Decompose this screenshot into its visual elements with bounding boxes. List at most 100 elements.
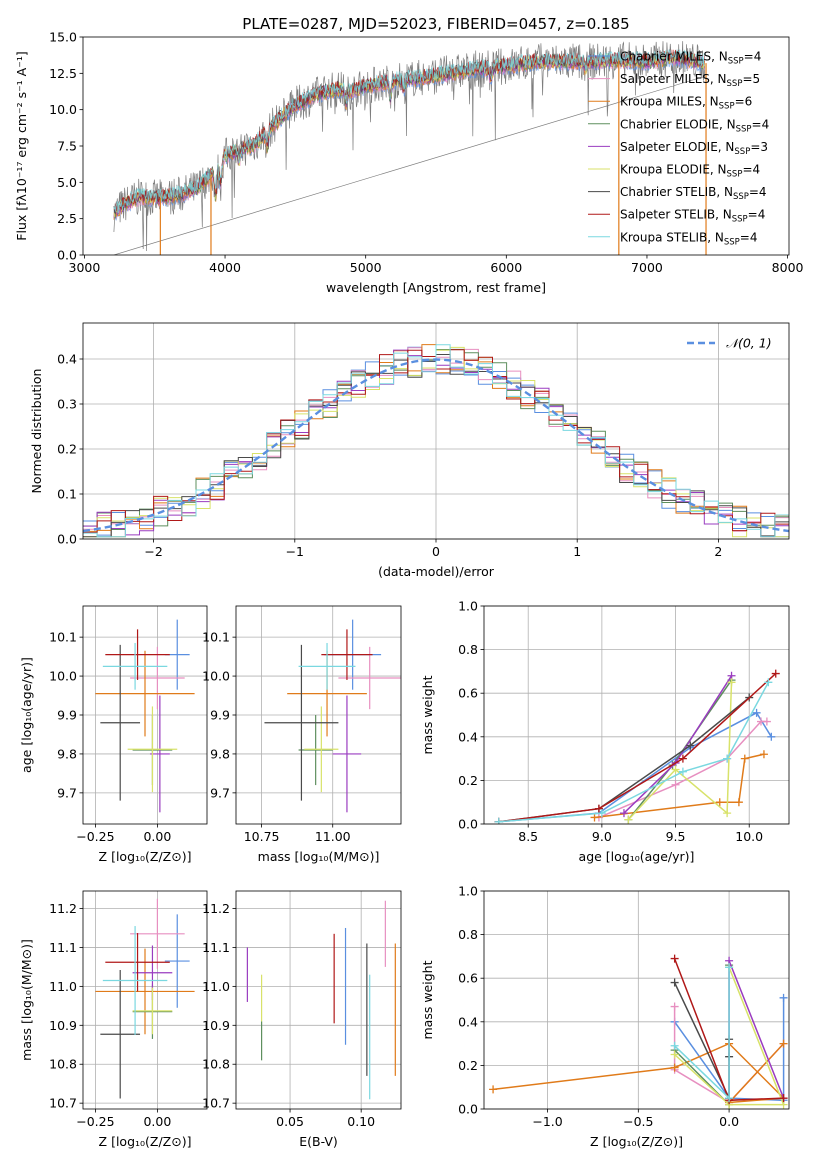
axis-frame: −0.25 0.00 9.7 9.8 9.9 10.0 10.1 Z [log₁₀(Z/Z⊙)… (19, 605, 208, 864)
y-tick-label: 10.8 (202, 1057, 230, 1072)
x-axis-label: E(B-V) (299, 1134, 338, 1149)
weight-marker (762, 717, 771, 726)
x-tick-label: 2 (714, 544, 722, 559)
axis-frame: −0.25 0.00 10.7 10.8 10.9 11.0 11.1 11.2 Z [log₁… (19, 890, 208, 1149)
x-tick-label: 9.0 (592, 829, 612, 844)
x-axis-label: Z [log₁₀(Z/Z⊙)] (590, 1134, 683, 1149)
y-tick-label: 0.4 (57, 352, 77, 367)
y-tick-label: 0.0 (57, 248, 77, 263)
weight-series-kroupa-miles (590, 750, 768, 822)
legend-label-chabrier-miles: Chabrier MILES, NSSP=4 (620, 50, 761, 67)
axis-frame: −1.0 −0.5 0.0 0.0 0.2 0.4 0.6 0.8 1.0 Z [log₁₀(Z/… (420, 884, 790, 1149)
y-tick-label: 0.2 (458, 773, 478, 788)
legend: Chabrier MILES, NSSP=4 Salpeter MILES, NS… (588, 50, 769, 247)
weight-marker (494, 817, 503, 824)
weight-marker (759, 750, 768, 759)
weight-marker (670, 1050, 679, 1059)
legend-label-salpeter-elodie: Salpeter ELODIE, NSSP=3 (620, 140, 768, 157)
errorbar-salpeter-miles (130, 646, 185, 710)
x-axis-label: Z [log₁₀(Z/Z⊙)] (99, 849, 192, 864)
y-tick-label: 10.9 (49, 1018, 77, 1033)
weight-line (627, 682, 733, 821)
x-tick-label: −0.25 (76, 829, 114, 844)
x-axis-label: mass [log₁₀(M/M⊙)] (258, 849, 380, 864)
y-tick-label: 1.0 (458, 599, 478, 614)
y-tick-label: 10.0 (49, 102, 77, 117)
x-tick-label: 0 (432, 544, 440, 559)
histogram-kroupa-stelib (83, 344, 789, 538)
weight-line (728, 960, 785, 1099)
errorbar-kroupa-miles (95, 650, 195, 737)
x-tick-label: 5000 (350, 260, 382, 275)
y-axis-label: mass [log₁₀(M/M⊙)] (19, 939, 34, 1061)
axes-frame (483, 605, 790, 825)
weight-marker (725, 1094, 734, 1103)
weight-marker (767, 732, 776, 741)
errorbar-kroupa-miles (95, 948, 195, 1035)
y-tick-label: 5.0 (57, 175, 77, 190)
x-tick-label: 10.75 (244, 829, 280, 844)
errorbar-chabrier-elodie (298, 715, 333, 786)
errorbar-salpeter-stelib (105, 933, 170, 992)
errorbar-kroupa-stelib (102, 642, 168, 690)
x-tick-label: 8000 (772, 260, 804, 275)
y-tick-label: 9.9 (210, 708, 230, 723)
x-tick-label: 8.5 (518, 829, 538, 844)
legend-label-chabrier-stelib: Chabrier STELIB, NSSP=4 (620, 185, 767, 202)
weight-marker (723, 809, 732, 818)
axes-frame (235, 890, 402, 1110)
y-tick-label: 9.9 (57, 708, 77, 723)
weight-line (493, 1042, 786, 1104)
weight-marker (670, 1041, 679, 1050)
legend-label-salpeter-stelib: Salpeter STELIB, NSSP=4 (620, 208, 765, 225)
y-axis-label: Normed distribution (29, 369, 44, 494)
x-tick-label: −0.25 (76, 1114, 114, 1129)
y-tick-label: 10.7 (202, 1096, 230, 1111)
weight-marker (670, 954, 679, 963)
y-axis-label: mass weight (420, 960, 435, 1039)
y-tick-label: 11.0 (49, 979, 77, 994)
y-tick-label: 2.5 (57, 211, 77, 226)
x-tick-label: −1.0 (532, 1114, 562, 1129)
model-spectrum-kroupa-stelib (113, 49, 705, 214)
y-tick-label: 9.7 (210, 785, 230, 800)
axes-mass_vs_Z: −0.25 0.00 10.7 10.8 10.9 11.0 11.1 11.2 Z [log₁… (19, 890, 208, 1149)
weight-line (498, 673, 777, 823)
x-tick-label: 0.05 (276, 1114, 304, 1129)
weight-series-kroupa-stelib (494, 678, 773, 824)
x-tick-label: 9.5 (666, 829, 686, 844)
grid (484, 890, 789, 1110)
plot-area (489, 954, 788, 1109)
x-tick-label: 1 (573, 544, 581, 559)
y-tick-label: 0.2 (458, 1058, 478, 1073)
errorbar-salpeter-stelib (321, 629, 373, 680)
weight-marker (723, 754, 732, 763)
grid (236, 606, 401, 824)
y-axis-label: age [log₁₀(age/yr)] (19, 657, 34, 773)
weight-marker (771, 669, 780, 678)
y-tick-label: 0.3 (57, 397, 77, 412)
weight-series-chabrier-miles (494, 708, 776, 824)
errorbar-salpeter-miles (338, 646, 401, 710)
weight-marker (764, 678, 773, 687)
weight-marker (590, 813, 599, 822)
weight-marker (671, 780, 680, 789)
weight-marker (779, 1039, 788, 1048)
axes-residuals: −2 −1 0 1 2 0.0 0.1 0.2 0.3 0.4 (data-model)/error… (29, 322, 790, 579)
axis-frame: 8.5 9.0 9.5 10.0 0.0 0.2 0.4 0.6 0.8 1.0 age [log₁… (420, 599, 790, 864)
errorbar-kroupa-elodie (127, 706, 178, 793)
y-tick-label: 0.6 (458, 971, 478, 986)
x-axis-label: age [log₁₀(age/yr)] (579, 849, 695, 864)
weight-marker (686, 741, 695, 750)
legend-label-gaussian: 𝒩(0, 1) (726, 336, 772, 351)
y-tick-label: 1.0 (458, 884, 478, 899)
weight-marker (670, 978, 679, 987)
y-tick-label: 11.1 (202, 940, 230, 955)
x-tick-label: 10.0 (735, 829, 763, 844)
y-tick-label: 0.0 (57, 532, 77, 547)
weight-marker (779, 993, 788, 1002)
errorbar-kroupa-stelib (102, 926, 168, 1036)
gaussian-curve (83, 358, 789, 533)
x-tick-label: 3000 (69, 260, 101, 275)
